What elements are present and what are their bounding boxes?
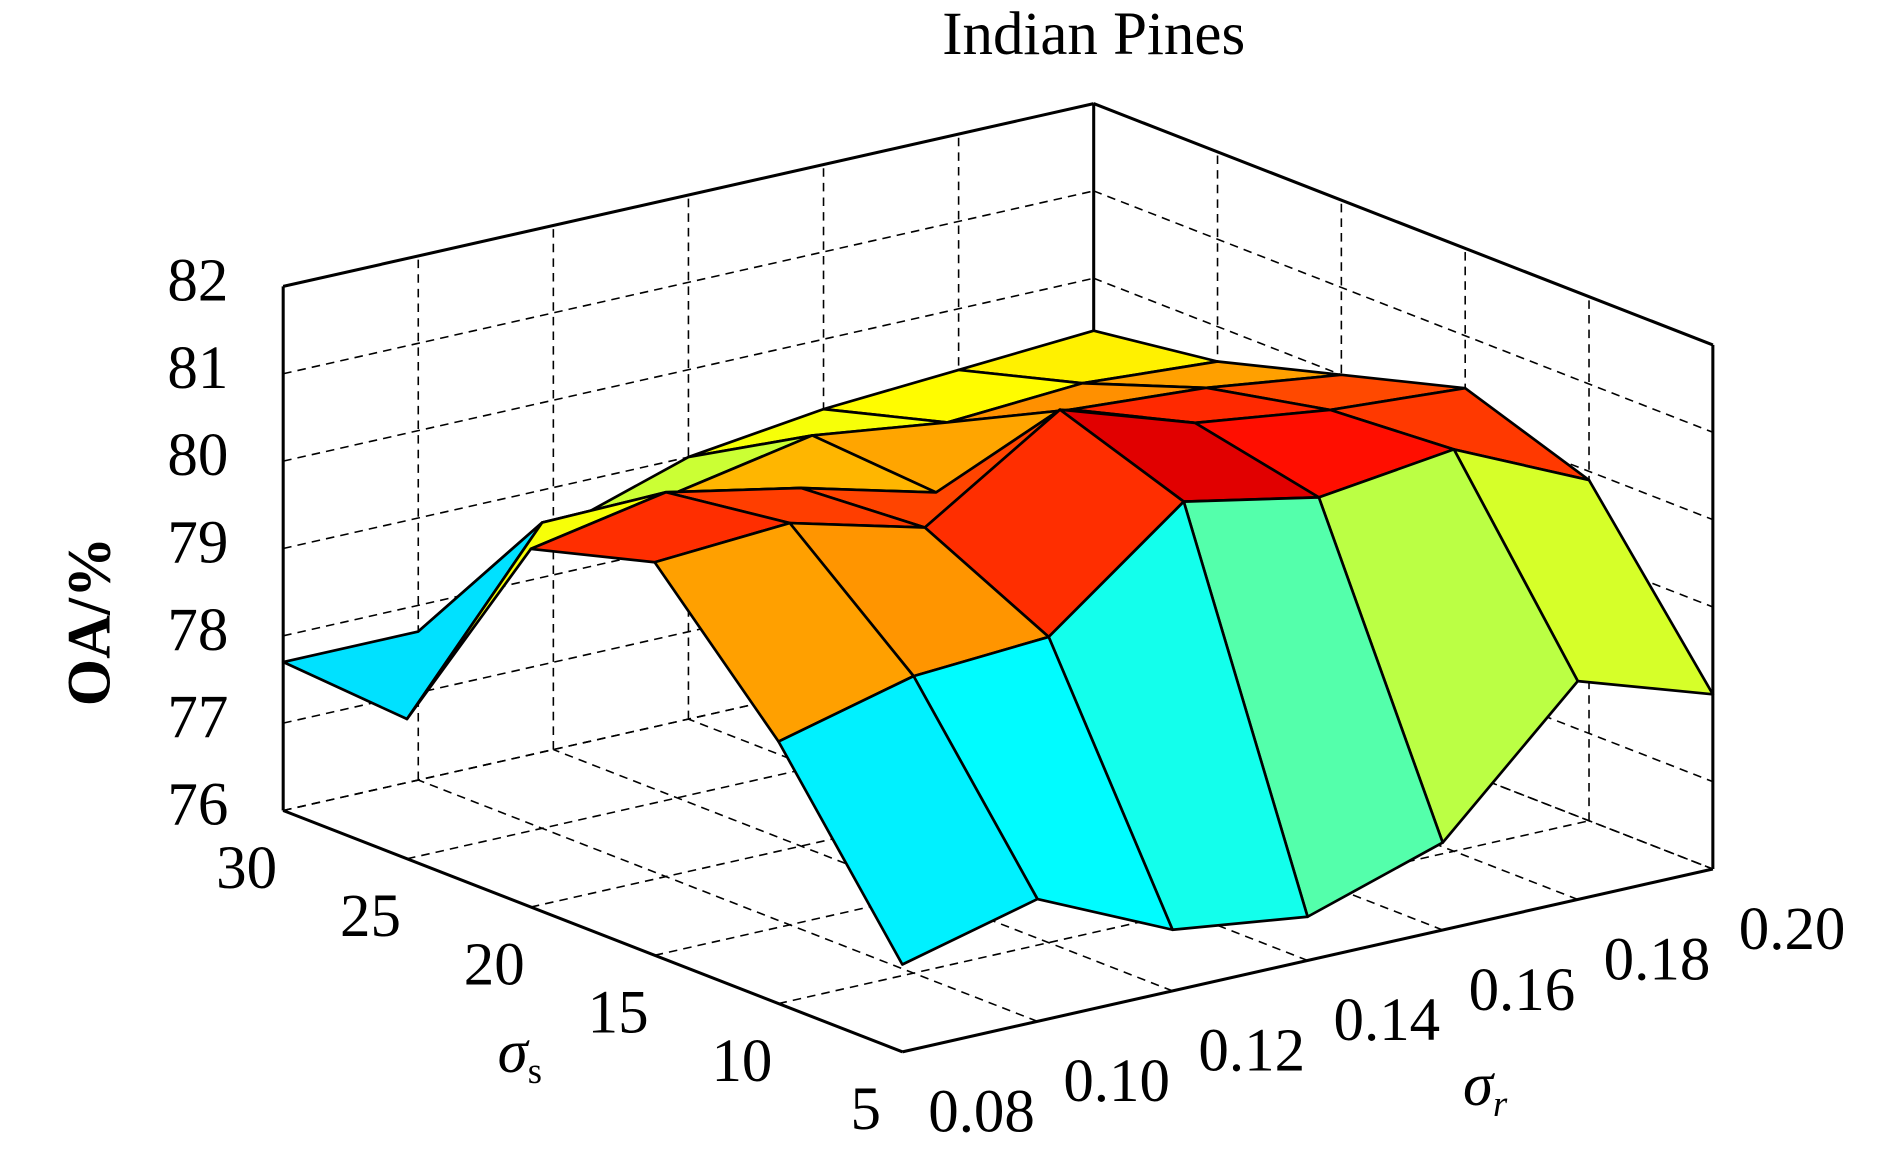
z-tick-label: 76 bbox=[167, 771, 228, 838]
y-label-symbol: σ bbox=[498, 1019, 530, 1086]
x-tick-label: 0.16 bbox=[1469, 957, 1576, 1024]
x-label-symbol: σ bbox=[1463, 1052, 1495, 1119]
x-tick-label: 0.12 bbox=[1198, 1018, 1305, 1085]
x-tick-label: 0.18 bbox=[1604, 926, 1711, 993]
y-tick-label: 30 bbox=[216, 835, 277, 902]
z-tick-label: 80 bbox=[167, 422, 228, 489]
axis-line bbox=[1093, 102, 1714, 347]
y-axis-label: σs bbox=[498, 1019, 542, 1091]
y-tick-label: 15 bbox=[588, 980, 649, 1047]
y-tick-label: 20 bbox=[464, 931, 525, 998]
axis-line bbox=[282, 102, 1095, 288]
x-tick-label: 0.10 bbox=[1063, 1048, 1170, 1115]
grid-line bbox=[283, 277, 1094, 462]
x-tick-label: 0.14 bbox=[1334, 987, 1441, 1054]
x-label-subscript: r bbox=[1493, 1083, 1508, 1124]
grid-line bbox=[417, 779, 1038, 1023]
grid-line bbox=[958, 657, 1579, 901]
grid-line bbox=[283, 190, 1094, 375]
x-axis-label: σr bbox=[1463, 1052, 1508, 1124]
grid-line bbox=[1093, 190, 1714, 434]
axis-line bbox=[902, 867, 1714, 1054]
z-tick-label: 77 bbox=[167, 684, 228, 751]
x-tick-label: 0.08 bbox=[928, 1079, 1035, 1146]
chart-title: Indian Pines bbox=[942, 1, 1245, 68]
y-label-subscript: s bbox=[528, 1050, 542, 1091]
x-tick-label: 0.20 bbox=[1739, 896, 1846, 963]
surface-face bbox=[281, 521, 544, 721]
z-tick-label: 81 bbox=[167, 335, 228, 402]
grid-line bbox=[1093, 277, 1714, 521]
surface-face bbox=[777, 674, 1039, 966]
y-tick-label: 25 bbox=[340, 883, 401, 950]
z-tick-label: 78 bbox=[167, 597, 228, 664]
y-tick-label: 10 bbox=[711, 1028, 772, 1095]
axis-line bbox=[282, 809, 903, 1054]
z-tick-label: 79 bbox=[167, 509, 228, 576]
z-tick-label: 82 bbox=[167, 247, 228, 314]
y-tick-label: 5 bbox=[851, 1076, 881, 1143]
grid-line bbox=[553, 748, 1173, 992]
grid-line bbox=[1093, 626, 1714, 870]
z-axis-label: OA/% bbox=[56, 537, 123, 706]
